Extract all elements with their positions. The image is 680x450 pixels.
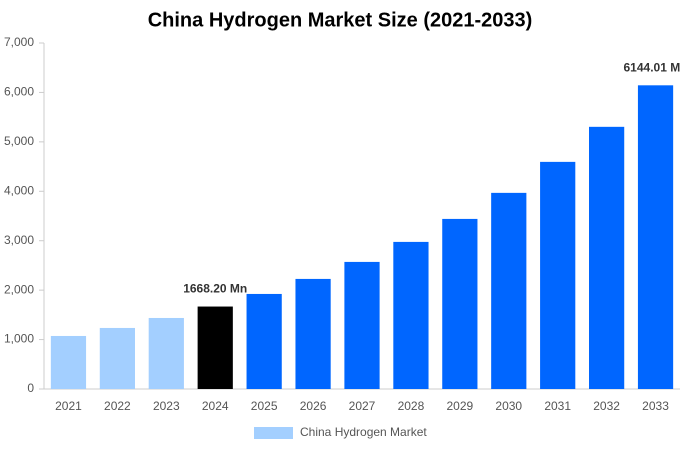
y-tick-label: 6,000	[4, 85, 34, 99]
bar	[540, 161, 576, 389]
bar	[344, 261, 380, 389]
bar	[589, 126, 625, 389]
y-tick-label: 7,000	[4, 35, 34, 49]
x-tick-label: 2031	[544, 399, 571, 413]
y-tick-label: 1,000	[4, 332, 34, 346]
value-label: 6144.01 Mn	[624, 60, 680, 74]
bar	[246, 293, 282, 389]
legend-label: China Hydrogen Market	[300, 425, 427, 439]
x-tick-label: 2024	[202, 399, 229, 413]
y-tick-label: 0	[27, 381, 34, 395]
x-tick-label: 2027	[349, 399, 376, 413]
x-tick-label: 2029	[446, 399, 473, 413]
x-tick-label: 2033	[642, 399, 669, 413]
bar	[491, 192, 527, 389]
bar	[393, 241, 429, 389]
chart-title: China Hydrogen Market Size (2021-2033)	[148, 9, 533, 31]
y-tick-label: 2,000	[4, 282, 34, 296]
x-tick-label: 2032	[593, 399, 620, 413]
bar	[148, 317, 184, 389]
x-tick-label: 2022	[104, 399, 131, 413]
bar	[197, 306, 233, 389]
bar	[637, 85, 674, 389]
x-tick-label: 2025	[251, 399, 278, 413]
y-tick-label: 5,000	[4, 134, 34, 148]
value-label: 1668.20 Mn	[183, 282, 247, 296]
x-tick-label: 2028	[398, 399, 425, 413]
bar	[50, 335, 87, 389]
y-tick-label: 4,000	[4, 183, 34, 197]
bar	[442, 218, 478, 389]
x-tick-label: 2030	[495, 399, 522, 413]
legend-swatch	[254, 427, 293, 439]
bar	[99, 327, 135, 389]
x-tick-label: 2021	[55, 399, 82, 413]
bar	[295, 278, 331, 389]
x-tick-label: 2023	[153, 399, 180, 413]
y-tick-label: 3,000	[4, 233, 34, 247]
x-tick-label: 2026	[300, 399, 327, 413]
